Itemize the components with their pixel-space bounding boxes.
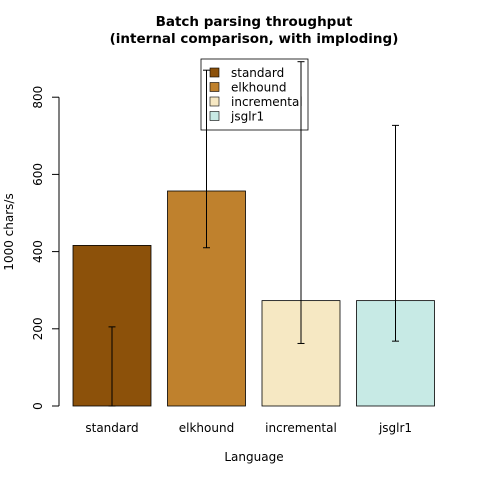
bars-group — [72, 190, 435, 407]
y-tick-label: 200 — [31, 317, 45, 340]
y-axis: 0 200 400 600 800 — [31, 86, 60, 410]
legend-label-elkhound: elkhound — [231, 81, 286, 95]
y-axis-label: 1000 chars/s — [2, 193, 16, 270]
y-tick-label: 800 — [31, 86, 45, 109]
x-tick-label-standard: standard — [85, 421, 138, 435]
legend-box — [200, 58, 309, 131]
legend-swatch-standard — [209, 67, 220, 78]
error-bars-group — [108, 61, 399, 407]
legend-swatch-elkhound — [209, 82, 220, 92]
x-tick-label-incremental: incremental — [265, 421, 337, 435]
chart-subtitle: (internal comparison, with imploding) — [110, 31, 399, 47]
x-tick-label-elkhound: elkhound — [179, 421, 234, 435]
legend-label-standard: standard — [231, 66, 284, 80]
x-tick-label-jsglr1: jsglr1 — [378, 421, 412, 435]
y-tick-label: 0 — [31, 402, 45, 410]
y-tick-label: 400 — [31, 240, 45, 263]
legend-label-jsglr1: jsglr1 — [230, 110, 264, 124]
chart-title: Batch parsing throughput — [156, 14, 353, 30]
y-tick-label: 600 — [31, 163, 45, 186]
legend-label-incremental: incremental — [231, 95, 303, 109]
x-tick-labels: standard elkhound incremental jsglr1 — [85, 421, 412, 435]
x-axis-label: Language — [224, 450, 283, 464]
legend-swatch-incremental — [209, 96, 220, 107]
legend-swatch-jsglr1 — [209, 111, 220, 121]
